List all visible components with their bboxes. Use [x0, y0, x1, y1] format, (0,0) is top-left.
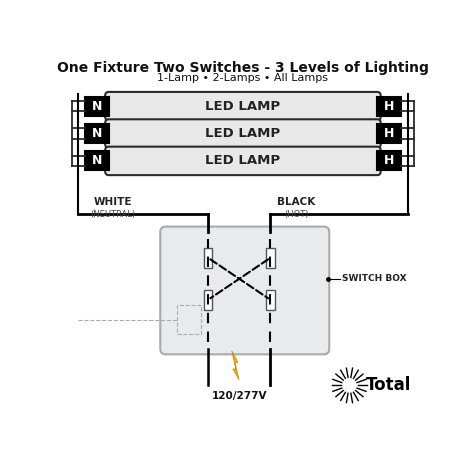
- FancyBboxPatch shape: [105, 119, 381, 148]
- Text: LED LAMP: LED LAMP: [205, 127, 281, 140]
- Bar: [85, 124, 109, 143]
- Bar: [266, 248, 274, 268]
- Polygon shape: [232, 351, 239, 380]
- Text: WHITE: WHITE: [93, 197, 132, 207]
- Text: Total: Total: [366, 376, 411, 394]
- Bar: [85, 97, 109, 116]
- Text: N: N: [91, 155, 102, 167]
- FancyBboxPatch shape: [160, 227, 329, 355]
- Text: 1-Lamp • 2-Lamps • All Lamps: 1-Lamp • 2-Lamps • All Lamps: [157, 73, 328, 83]
- Bar: [377, 97, 401, 116]
- Text: H: H: [384, 100, 394, 113]
- Bar: [204, 290, 212, 310]
- Text: H: H: [384, 127, 394, 140]
- Bar: [377, 151, 401, 170]
- Bar: [204, 248, 212, 268]
- Bar: [266, 290, 274, 310]
- Text: BLACK: BLACK: [277, 197, 315, 207]
- Text: LED LAMP: LED LAMP: [205, 100, 281, 113]
- Bar: [377, 124, 401, 143]
- FancyBboxPatch shape: [105, 146, 381, 175]
- Text: 120/277V: 120/277V: [211, 391, 267, 401]
- Bar: [85, 151, 109, 170]
- Text: (HOT): (HOT): [284, 210, 309, 219]
- FancyBboxPatch shape: [105, 92, 381, 120]
- Text: (NEUTRAL): (NEUTRAL): [90, 210, 135, 219]
- Bar: [177, 305, 201, 334]
- Text: LED LAMP: LED LAMP: [205, 155, 281, 167]
- Text: N: N: [91, 100, 102, 113]
- Text: N: N: [91, 127, 102, 140]
- Text: One Fixture Two Switches - 3 Levels of Lighting: One Fixture Two Switches - 3 Levels of L…: [57, 61, 429, 74]
- Text: SWITCH BOX: SWITCH BOX: [342, 274, 407, 283]
- Text: H: H: [384, 155, 394, 167]
